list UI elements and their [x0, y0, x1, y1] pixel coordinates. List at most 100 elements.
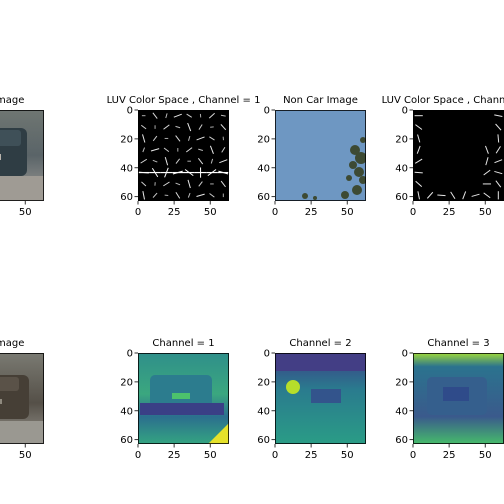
tree-leaves — [349, 161, 357, 169]
hog-gradient-stroke — [175, 135, 181, 142]
y-tick-label: 40 — [257, 406, 270, 417]
hog-gradient-stroke — [494, 170, 503, 175]
road — [0, 421, 44, 444]
panel-title: Channel = 2 — [289, 338, 351, 349]
x-tick-label: 0 — [135, 450, 141, 461]
x-tick-label: 50 — [19, 450, 32, 461]
panel-title: LUV Color Space , Channel = 1 — [107, 95, 261, 106]
tree-leaves — [355, 152, 366, 164]
hog-gradient-stroke — [142, 134, 146, 143]
hog-gradient-stroke — [140, 124, 147, 130]
tree-leaves — [354, 167, 364, 177]
y-tick-label: 60 — [257, 435, 270, 446]
hog-background — [413, 110, 504, 201]
y-tick-label: 60 — [257, 192, 270, 203]
panel-title: LUV Color Space , Channel = 1 — [382, 95, 504, 106]
hog-gradient-stroke — [152, 159, 158, 163]
image-content — [138, 110, 229, 201]
hog-gradient-stroke — [219, 159, 228, 164]
hog-gradient-stroke — [416, 145, 421, 154]
hog-gradient-stroke — [175, 158, 181, 164]
road — [0, 176, 44, 201]
hog-gradient-stroke — [196, 193, 205, 197]
x-tick-label: 25 — [168, 450, 181, 461]
hog-gradient-stroke — [150, 148, 160, 152]
hog-gradient-stroke — [483, 169, 491, 176]
hog-background — [138, 110, 229, 201]
image-content — [275, 353, 366, 444]
y-tick-label: 60 — [395, 192, 408, 203]
x-tick-label: 50 — [341, 450, 354, 461]
hog-gradient-stroke — [415, 124, 423, 130]
y-tick-label: 40 — [395, 163, 408, 174]
hog-gradient-stroke — [220, 124, 227, 131]
y-tick-label: 20 — [120, 134, 133, 145]
y-tick-label: 40 — [120, 163, 133, 174]
image-content — [138, 353, 229, 444]
panel-title: Channel = 1 — [152, 338, 214, 349]
panel-title: Car Image — [0, 338, 24, 349]
hog-gradient-stroke — [187, 179, 191, 189]
x-tick-label: 25 — [168, 207, 181, 218]
hog-gradient-stroke — [152, 112, 158, 119]
panel-title: Car Image — [0, 95, 24, 106]
x-tick-label: 25 — [305, 450, 318, 461]
axes-frame — [0, 353, 44, 444]
bumper-dark — [140, 403, 224, 415]
hog-gradient-stroke — [165, 113, 168, 119]
hog-gradient-stroke — [426, 191, 434, 199]
hog-gradient-stroke — [494, 159, 503, 164]
y-tick-label: 0 — [264, 349, 270, 360]
plate-highlight — [172, 393, 190, 399]
hog-gradient-stroke — [485, 145, 489, 154]
hog-gradient-stroke — [175, 125, 181, 129]
panel-title: Non Car Image — [283, 95, 358, 106]
y-tick-label: 0 — [127, 106, 133, 117]
car-window — [0, 130, 21, 146]
tree-leaves — [359, 176, 366, 184]
x-tick-label: 50 — [479, 450, 492, 461]
axes-frame — [275, 110, 366, 201]
hog-gradient-stroke — [142, 191, 145, 200]
x-tick-label: 50 — [341, 207, 354, 218]
hog-gradient-stroke — [220, 114, 226, 117]
hog-gradient-stroke — [414, 158, 423, 164]
axes-frame — [138, 110, 229, 201]
y-tick-label: 0 — [127, 349, 133, 360]
image-content — [0, 353, 44, 444]
hog-gradient-stroke — [187, 192, 191, 198]
y-tick-label: 0 — [264, 106, 270, 117]
hog-gradient-stroke — [209, 145, 214, 154]
y-tick-label: 20 — [120, 377, 133, 388]
hog-gradient-stroke — [462, 191, 467, 200]
hog-gradient-stroke — [209, 193, 215, 198]
sky — [275, 110, 366, 201]
x-tick-label: 25 — [443, 207, 456, 218]
hog-gradient-stroke — [175, 182, 181, 186]
tree-leaves — [313, 196, 317, 200]
y-tick-label: 40 — [257, 163, 270, 174]
hog-gradient-stroke — [197, 157, 204, 165]
x-tick-label: 0 — [410, 450, 416, 461]
panel-5: 025500204060Car Image — [0, 338, 44, 461]
hog-gradient-stroke — [173, 113, 182, 118]
bright-spot — [286, 380, 300, 394]
x-tick-label: 0 — [272, 450, 278, 461]
hog-gradient-stroke — [417, 134, 421, 143]
hog-gradient-stroke — [164, 156, 169, 166]
hog-gradient-stroke — [417, 191, 420, 200]
image-content — [0, 110, 44, 201]
hog-gradient-stroke — [188, 135, 191, 141]
y-tick-label: 60 — [120, 435, 133, 446]
panel-title: Channel = 3 — [427, 338, 489, 349]
car-window — [443, 387, 469, 401]
panel-7: 0 25 50 0 20 40 60 Channel = 2 — [257, 338, 366, 461]
hog-gradient-stroke — [198, 124, 203, 130]
hog-gradient-stroke — [495, 123, 502, 131]
hog-gradient-stroke — [163, 124, 170, 130]
y-tick-label: 0 — [402, 349, 408, 360]
hog-gradient-stroke — [497, 134, 500, 143]
hog-gradient-stroke — [415, 180, 423, 188]
x-tick-label: 0 — [410, 207, 416, 218]
